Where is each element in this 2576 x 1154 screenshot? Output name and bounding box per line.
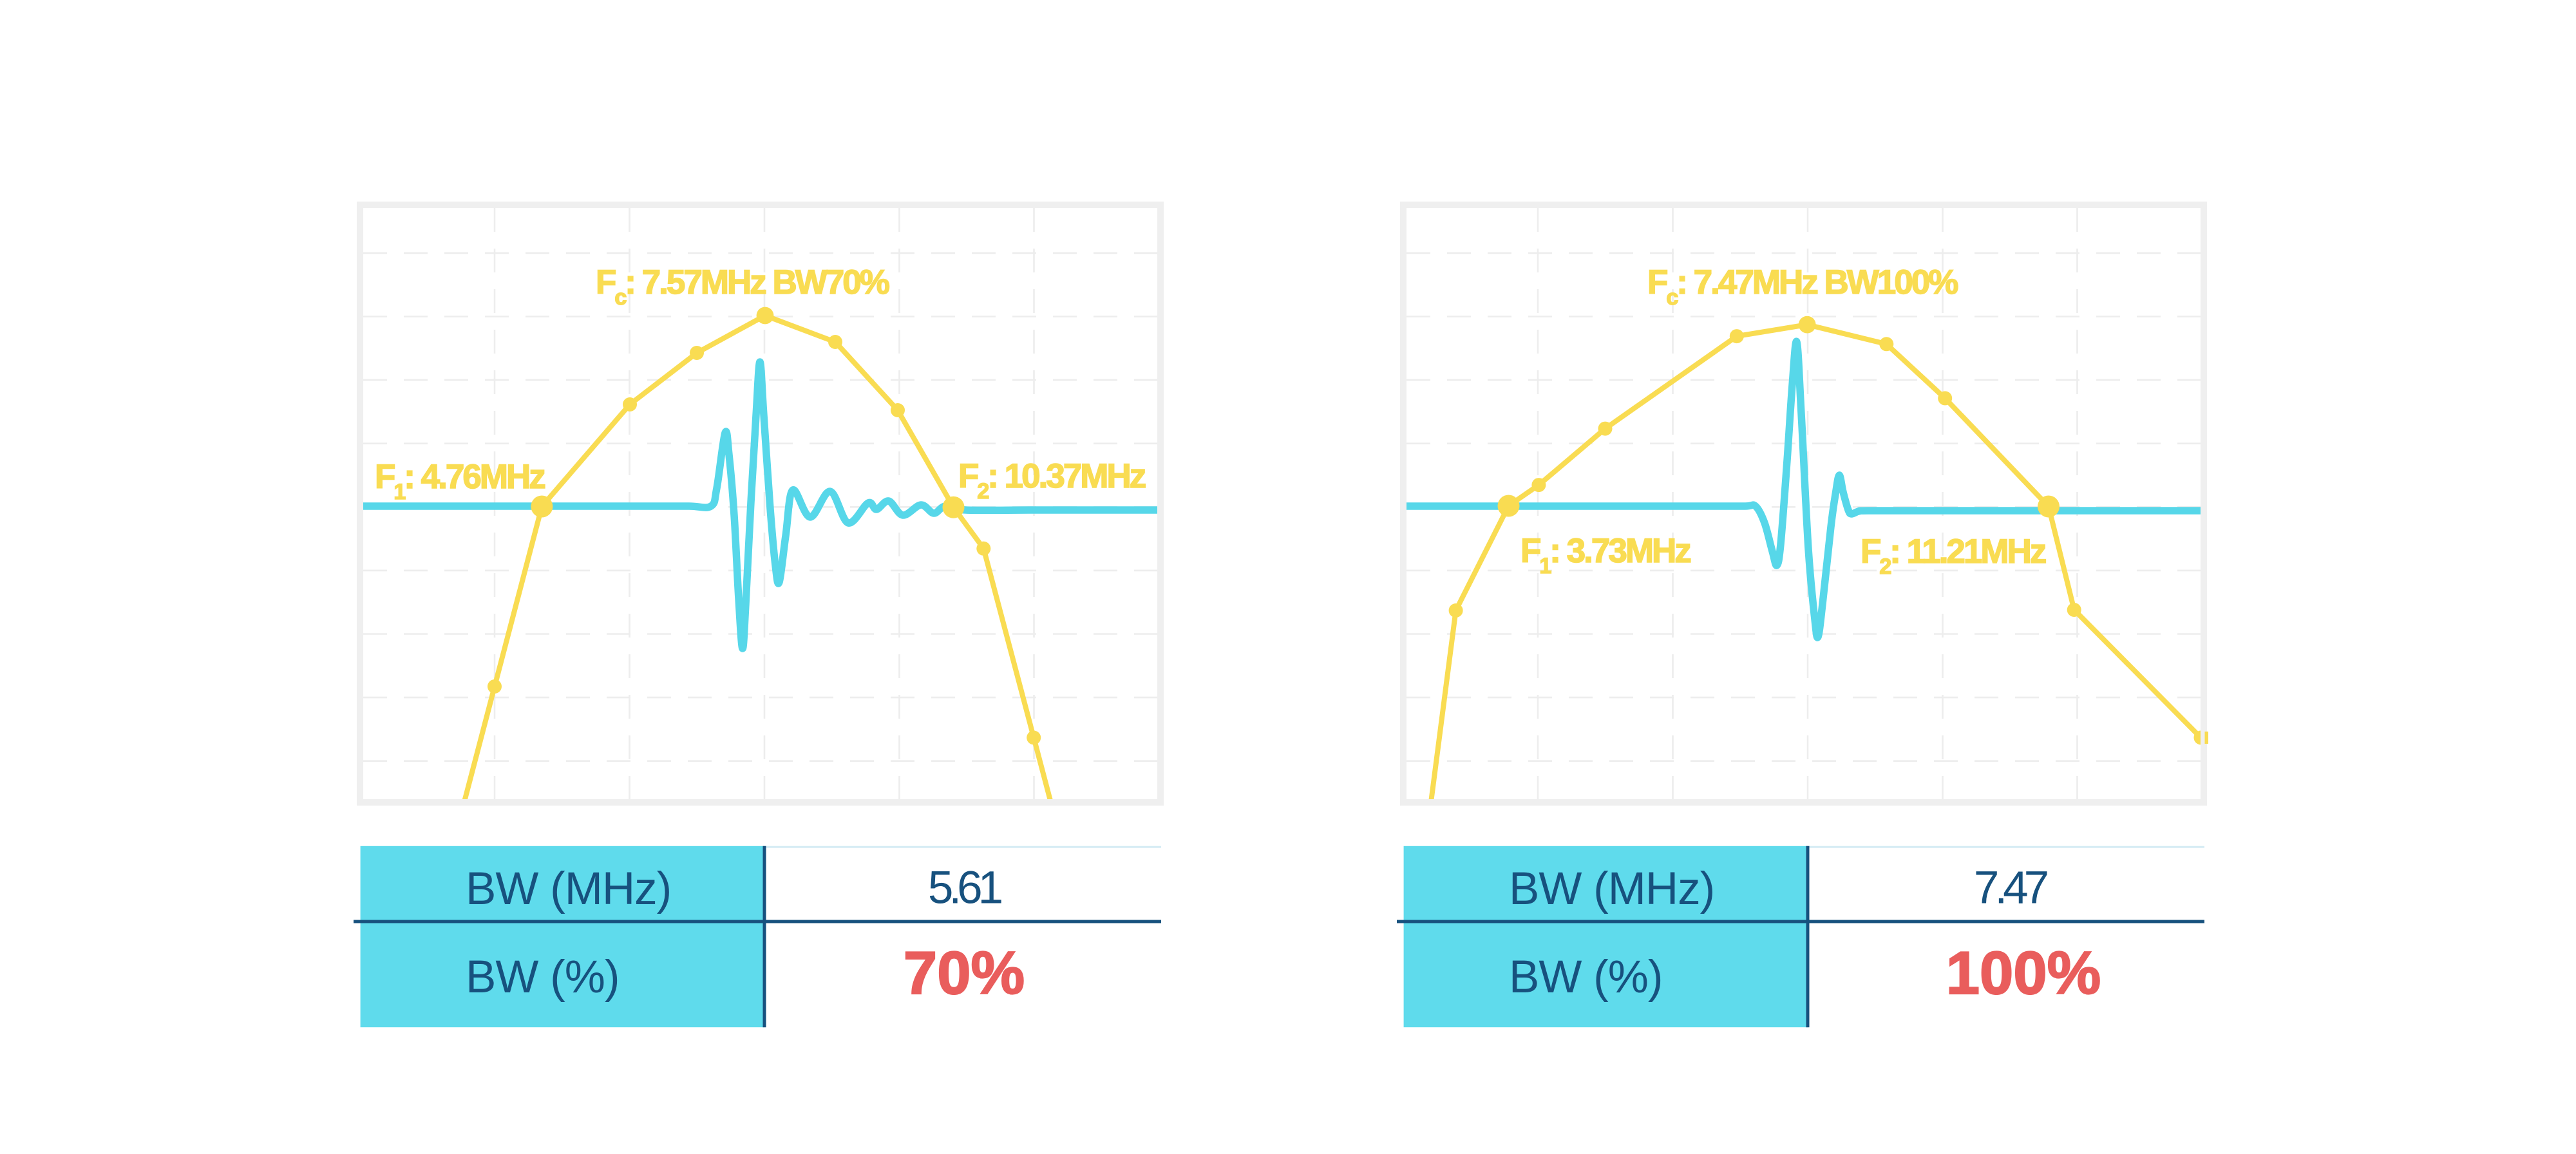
svg-text:BW (MHz): BW (MHz) [1509, 864, 1714, 914]
svg-text:100%: 100% [1946, 939, 2101, 1007]
svg-text:BW (%): BW (%) [466, 952, 620, 1003]
svg-text:BW (MHz): BW (MHz) [466, 864, 671, 914]
svg-text:7.47: 7.47 [1974, 863, 2047, 914]
svg-text:70%: 70% [904, 939, 1025, 1007]
svg-text:BW (%): BW (%) [1509, 952, 1663, 1003]
svg-text:5.61: 5.61 [928, 863, 1002, 914]
